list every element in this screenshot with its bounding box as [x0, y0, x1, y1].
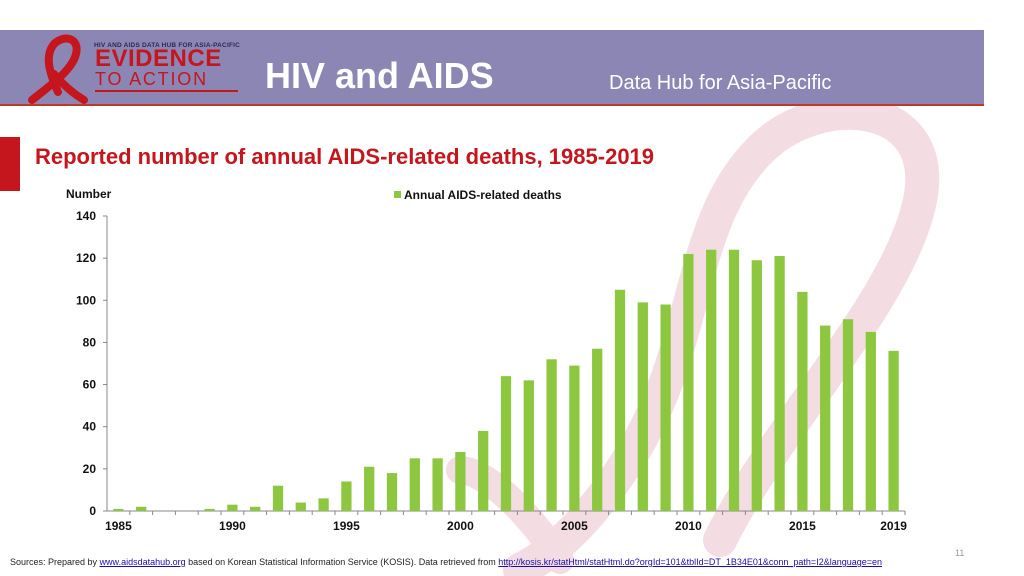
x-tick-label: 2000 — [447, 519, 474, 533]
bar-2003 — [523, 380, 534, 511]
page-number: 11 — [955, 548, 965, 558]
red-ribbon-icon — [28, 34, 88, 104]
bar-1996 — [364, 466, 375, 511]
bar-2009 — [660, 304, 671, 511]
bar-2015 — [797, 291, 808, 511]
sources-note: Sources: Prepared by www.aidsdatahub.org… — [10, 556, 882, 568]
x-tick-label: 1985 — [105, 519, 132, 533]
y-tick-label: 0 — [89, 504, 96, 518]
bar-1989 — [204, 508, 215, 511]
page-title: HIV and AIDS — [265, 55, 494, 96]
x-tick-label: 2019 — [880, 519, 907, 533]
bar-2013 — [751, 260, 762, 511]
bar-2006 — [592, 348, 603, 511]
bar-2017 — [842, 319, 854, 511]
logo-underline — [95, 90, 238, 92]
y-tick-label: 20 — [83, 462, 97, 476]
bar-2016 — [820, 325, 831, 511]
bar-2002 — [500, 376, 512, 511]
sources-prefix: Sources: Prepared by — [10, 557, 100, 567]
bar-1991 — [250, 506, 261, 511]
bar-1986 — [136, 506, 147, 511]
chart-title: Reported number of annual AIDS-related d… — [35, 144, 655, 169]
bar-series — [113, 249, 899, 511]
header-divider — [0, 104, 984, 106]
kosis-link[interactable]: http://kosis.kr/statHtml/statHtml.do?org… — [498, 557, 883, 567]
legend-swatch — [394, 191, 401, 198]
bar-1994 — [318, 498, 329, 511]
legend: Annual AIDS-related deaths — [394, 188, 562, 202]
x-tick-label: 2015 — [789, 519, 816, 533]
bar-1997 — [386, 473, 398, 511]
bar-2000 — [455, 452, 466, 511]
logo-line2: TO ACTION — [95, 69, 208, 89]
y-tick-label: 80 — [83, 335, 97, 349]
y-tick-label: 140 — [76, 209, 96, 223]
page-subtitle: Data Hub for Asia-Pacific — [609, 72, 832, 94]
bar-2010 — [683, 253, 694, 511]
x-tick-label: 1995 — [333, 519, 360, 533]
bar-2005 — [569, 365, 580, 511]
x-tick-label: 1990 — [219, 519, 246, 533]
y-tick-label: 120 — [76, 251, 96, 265]
bar-1985 — [113, 508, 124, 511]
y-axis: 0 20 40 60 80 100 120 140 — [76, 209, 108, 518]
bar-2007 — [614, 289, 626, 511]
x-axis: 1985 1990 1995 2000 2005 2010 2015 2019 — [105, 510, 907, 533]
bar-1999 — [432, 458, 443, 511]
y-axis-label: Number — [66, 187, 112, 201]
legend-label: Annual AIDS-related deaths — [404, 188, 562, 202]
x-tick-label: 2005 — [561, 519, 588, 533]
bar-1990 — [227, 504, 238, 511]
bar-2001 — [478, 430, 489, 511]
y-tick-label: 100 — [76, 293, 96, 307]
logo-line1: EVIDENCE — [95, 45, 222, 72]
aidsdatahub-link[interactable]: www.aidsdatahub.org — [99, 557, 186, 567]
bar-2008 — [637, 302, 648, 511]
bar-1998 — [409, 458, 420, 511]
y-tick-label: 40 — [83, 420, 97, 434]
bar-1993 — [295, 502, 306, 511]
y-tick-label: 60 — [83, 378, 97, 392]
title-accent-bar — [0, 137, 20, 191]
bar-1995 — [341, 481, 352, 511]
bar-2012 — [728, 249, 740, 511]
bar-2011 — [706, 249, 717, 511]
bar-2018 — [865, 331, 876, 511]
logo-caption: HIV AND AIDS DATA HUB FOR ASIA-PACIFIC — [94, 42, 241, 49]
bar-1992 — [272, 485, 284, 511]
bar-2014 — [774, 256, 785, 511]
bar-2004 — [546, 359, 557, 511]
x-tick-label: 2010 — [675, 519, 702, 533]
bar-2019 — [888, 350, 899, 511]
sources-middle: based on Korean Statistical Information … — [185, 557, 499, 567]
